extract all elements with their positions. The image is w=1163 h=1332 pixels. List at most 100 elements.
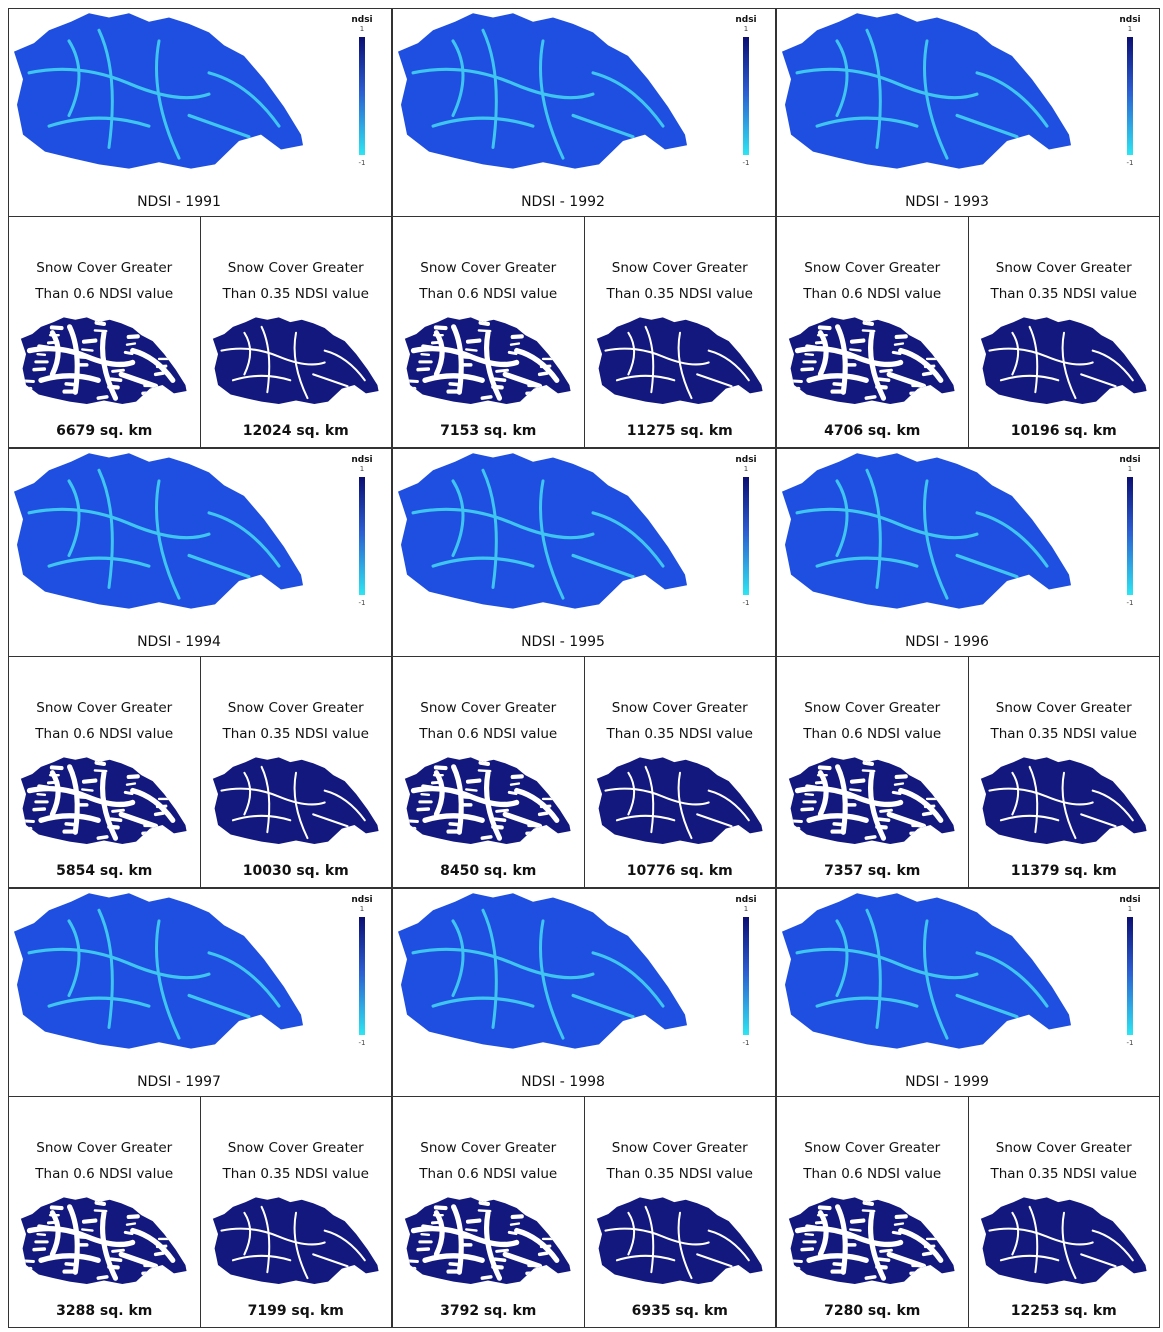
legend-max: 1	[1115, 25, 1145, 33]
map-image	[786, 315, 958, 407]
caption-line: Than 0.6 NDSI value	[9, 721, 200, 747]
page: NDSI - 1991ndsi1-1Snow Cover GreaterThan…	[0, 0, 1163, 1332]
legend-colorbar	[1127, 917, 1133, 1035]
caption-line: Than 0.6 NDSI value	[393, 721, 584, 747]
caption-line: Than 0.35 NDSI value	[969, 1161, 1160, 1187]
snow-area: 7280 sq. km	[777, 1303, 968, 1319]
caption-line: Than 0.6 NDSI value	[777, 1161, 968, 1187]
caption-line: Than 0.6 NDSI value	[777, 721, 968, 747]
snow-area: 10030 sq. km	[201, 863, 392, 879]
legend-max: 1	[347, 465, 377, 473]
map-image	[594, 755, 766, 847]
map-image	[402, 315, 574, 407]
caption-line: Snow Cover Greater	[969, 695, 1160, 721]
snow-area: 6679 sq. km	[9, 423, 200, 439]
caption-line: Snow Cover Greater	[777, 255, 968, 281]
snow-area: 12253 sq. km	[969, 1303, 1160, 1319]
map-image	[777, 9, 1077, 174]
map-image	[777, 889, 1077, 1054]
legend-colorbar	[359, 917, 365, 1035]
map-image	[393, 449, 693, 614]
map-image	[594, 315, 766, 407]
legend-max: 1	[347, 25, 377, 33]
snow-area: 4706 sq. km	[777, 423, 968, 439]
legend-title: ndsi	[1115, 455, 1145, 465]
map-image	[786, 1195, 958, 1287]
legend-title: ndsi	[731, 895, 761, 905]
legend-min: -1	[347, 159, 377, 167]
map-image	[393, 889, 693, 1054]
legend-colorbar	[743, 917, 749, 1035]
panel-title: NDSI - 1999	[777, 1074, 1117, 1090]
snow-area: 7199 sq. km	[201, 1303, 392, 1319]
caption-line: Snow Cover Greater	[777, 1135, 968, 1161]
map-image	[786, 755, 958, 847]
map-image	[9, 9, 309, 174]
legend-title: ndsi	[347, 455, 377, 465]
caption-line: Snow Cover Greater	[9, 695, 200, 721]
caption-line: Snow Cover Greater	[9, 1135, 200, 1161]
legend-title: ndsi	[1115, 895, 1145, 905]
caption-line: Snow Cover Greater	[393, 695, 584, 721]
legend-min: -1	[731, 159, 761, 167]
snow-area: 12024 sq. km	[201, 423, 392, 439]
caption-line: Than 0.35 NDSI value	[585, 721, 776, 747]
map-image	[594, 1195, 766, 1287]
caption-line: Snow Cover Greater	[393, 1135, 584, 1161]
map-image	[978, 755, 1150, 847]
legend-colorbar	[743, 37, 749, 155]
map-image	[210, 1195, 382, 1287]
snow-area: 10776 sq. km	[585, 863, 776, 879]
legend-colorbar	[1127, 37, 1133, 155]
caption-line: Than 0.35 NDSI value	[201, 721, 392, 747]
caption-line: Snow Cover Greater	[9, 255, 200, 281]
panel-title: NDSI - 1997	[9, 1074, 349, 1090]
map-image	[978, 315, 1150, 407]
caption-line: Than 0.35 NDSI value	[585, 1161, 776, 1187]
caption-line: Snow Cover Greater	[393, 255, 584, 281]
caption-line: Snow Cover Greater	[969, 255, 1160, 281]
caption-line: Snow Cover Greater	[201, 255, 392, 281]
caption-line: Snow Cover Greater	[777, 695, 968, 721]
snow-area: 6935 sq. km	[585, 1303, 776, 1319]
legend-colorbar	[743, 477, 749, 595]
caption-line: Than 0.35 NDSI value	[201, 281, 392, 307]
snow-area: 3792 sq. km	[393, 1303, 584, 1319]
legend-min: -1	[347, 1039, 377, 1047]
legend-min: -1	[1115, 599, 1145, 607]
